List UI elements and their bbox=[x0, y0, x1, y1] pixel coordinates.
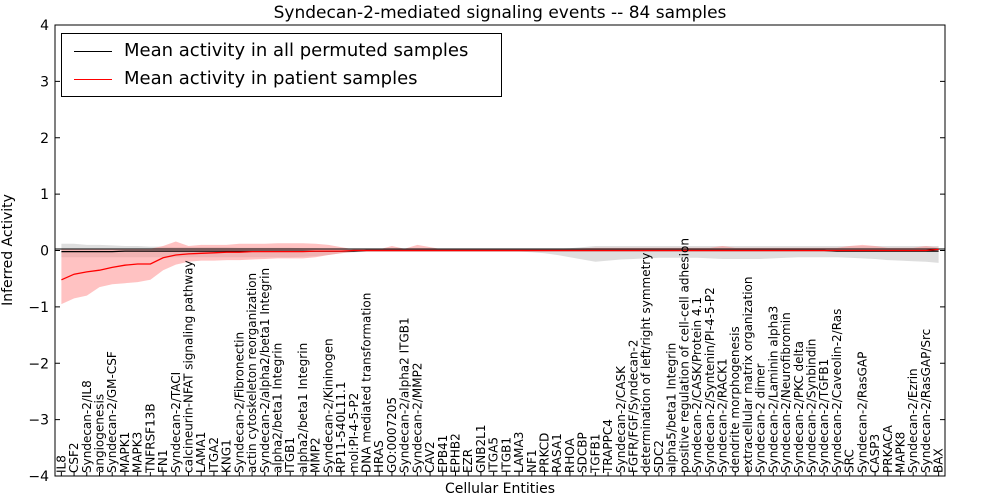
x-tick-label: Syndecan-2/CASK/Protein 4.1 bbox=[690, 297, 704, 473]
x-tick-label: CSF2 bbox=[67, 442, 81, 473]
x-tick-label: alpha2/beta1 Integrin bbox=[296, 343, 310, 473]
x-tick-label: angiogenesis bbox=[93, 394, 107, 473]
x-tick-label: Syndecan-2/Ezrin bbox=[906, 368, 920, 473]
x-tick-label: RP11-540L11.1 bbox=[334, 382, 348, 473]
x-tick-label: Syndecan-2/GM-CSF bbox=[105, 351, 119, 473]
x-tick-label: Syndecan-2 dimer bbox=[754, 363, 768, 473]
x-tick-label: Syndecan-2/Laminin alpha3 bbox=[766, 306, 780, 473]
x-tick-label: dendrite morphogenesis bbox=[728, 326, 742, 473]
x-tick-label: alpha2/beta1 Integrin bbox=[271, 343, 285, 473]
x-tick-label: KNG1 bbox=[220, 439, 234, 473]
x-tick-label: Syndecan-2/RasGAP bbox=[855, 352, 869, 473]
x-tick-label: extracellular matrix organization bbox=[741, 277, 755, 474]
band-patient bbox=[61, 241, 939, 305]
legend-label-permuted: Mean activity in all permuted samples bbox=[124, 40, 469, 61]
chart-title: Syndecan-2-mediated signaling events -- … bbox=[274, 3, 727, 23]
x-tick-label: MAPK3 bbox=[131, 432, 145, 473]
x-tick-label: MMP2 bbox=[309, 437, 323, 473]
y-tick-label: 4 bbox=[40, 18, 49, 34]
x-tick-label: LAMA1 bbox=[194, 432, 208, 473]
x-tick-label: SDC2 bbox=[652, 440, 666, 473]
legend-item-permuted: Mean activity in all permuted samples bbox=[62, 38, 501, 66]
x-tick-label: positive regulation of cell-cell adhesio… bbox=[677, 238, 691, 473]
y-tick-label: −4 bbox=[28, 469, 49, 485]
x-tick-label: TNFRSF13B bbox=[143, 403, 157, 474]
x-tick-label: Syndecan-2/IL8 bbox=[80, 380, 94, 473]
x-tick-label: CAV2 bbox=[423, 441, 437, 473]
x-tick-label: CASP3 bbox=[868, 434, 882, 473]
x-tick-label: LAMA3 bbox=[512, 432, 526, 473]
x-tick-label: NF1 bbox=[525, 449, 539, 473]
y-tick-label: −3 bbox=[28, 413, 49, 429]
x-tick-label: Syndecan-2/Neurofibromin bbox=[779, 312, 793, 473]
x-tick-label: Syndecan-2/RasGAP/Src bbox=[919, 329, 933, 473]
y-axis-label: Inferred Activity bbox=[0, 194, 16, 306]
x-tick-label: TRAPPC4 bbox=[601, 419, 615, 474]
x-tick-label: actin cytoskeleton reorganization bbox=[245, 273, 259, 473]
x-tick-label: EZR bbox=[461, 449, 475, 473]
x-tick-label: FN1 bbox=[156, 449, 170, 473]
y-tick-label: 2 bbox=[40, 131, 49, 147]
x-tick-label: DNA mediated transformation bbox=[360, 293, 374, 473]
x-tick-label: Syndecan-2/RACK1 bbox=[716, 358, 730, 473]
x-tick-label: determination of left/right symmetry bbox=[639, 253, 653, 473]
x-axis-label: Cellular Entities bbox=[445, 481, 555, 497]
x-tick-label: SRC bbox=[843, 449, 857, 473]
x-tick-label: ITGB1 bbox=[283, 437, 297, 473]
x-tick-label: Syndecan-2/Caveolin-2/Ras bbox=[830, 309, 844, 473]
x-tick-label: MAPK1 bbox=[118, 432, 132, 473]
x-tick-label: Syndecan-2/Synbindin bbox=[805, 339, 819, 473]
y-tick-label: 1 bbox=[40, 187, 49, 203]
x-tick-label: Syndecan-2/TGFB1 bbox=[817, 359, 831, 473]
y-tick-label: 0 bbox=[40, 244, 49, 260]
legend-item-patient: Mean activity in patient samples bbox=[62, 66, 501, 94]
x-tick-label: Syndecan-2/PKC delta bbox=[792, 341, 806, 473]
x-tick-label: GNB2L1 bbox=[474, 425, 488, 473]
x-tick-label: Syndecan-2/alpha2/beta1 Integrin bbox=[258, 268, 272, 473]
legend: Mean activity in all permuted samples Me… bbox=[61, 33, 502, 97]
legend-swatch-patient bbox=[74, 79, 112, 80]
x-tick-label: calcineurin-NFAT signaling pathway bbox=[182, 260, 196, 473]
y-tick-label: −1 bbox=[28, 300, 49, 316]
x-tick-label: mol:PI-4-5-P2 bbox=[347, 393, 361, 473]
series-lines bbox=[61, 248, 939, 281]
x-tick-label: PRKACA bbox=[881, 424, 895, 473]
x-tick-label: Syndecan-2/Fibronectin bbox=[232, 332, 246, 473]
legend-swatch-permuted bbox=[74, 51, 112, 52]
legend-label-patient: Mean activity in patient samples bbox=[124, 68, 418, 89]
line-patient bbox=[61, 248, 939, 281]
x-tick-label: Syndecan-2/Syntenin/PI-4-5-P2 bbox=[703, 287, 717, 473]
x-tick-label: IL8 bbox=[54, 455, 68, 473]
x-tick-label: MAPK8 bbox=[894, 432, 908, 473]
x-tick-label: RASA1 bbox=[550, 433, 564, 473]
x-tick-label: EPHB2 bbox=[449, 433, 463, 473]
x-tick-label: Syndecan-2/TACI bbox=[169, 372, 183, 473]
x-tick-label: PRKCD bbox=[538, 433, 552, 473]
x-tick-label: RHOA bbox=[563, 437, 577, 473]
x-tick-label: Syndecan-2/Kininogen bbox=[321, 338, 335, 473]
x-tick-label: BAX bbox=[932, 448, 946, 473]
x-tick-label: ITGA2 bbox=[207, 437, 221, 473]
y-tick-label: −2 bbox=[28, 356, 49, 372]
x-tick-label: EPB41 bbox=[436, 435, 450, 473]
x-tick-label: HRAS bbox=[372, 440, 386, 473]
x-tick-label: TGFB1 bbox=[588, 434, 602, 474]
x-tick-label: Syndecan-2/MMP2 bbox=[410, 363, 424, 473]
x-tick-label: FGFR/FGF/Syndecan-2 bbox=[627, 340, 641, 473]
x-tick-label: alpha5/beta1 Integrin bbox=[665, 343, 679, 473]
x-tick-label: ITGA5 bbox=[487, 437, 501, 473]
x-tick-label: SDCBP bbox=[576, 432, 590, 473]
x-tick-label: Syndecan-2/CASK bbox=[614, 365, 628, 473]
y-tick-label: 3 bbox=[40, 74, 49, 90]
x-axis-ticks: IL8CSF2Syndecan-2/IL8angiogenesisSyndeca… bbox=[54, 238, 946, 476]
x-tick-label: GO:0007205 bbox=[385, 397, 399, 473]
x-tick-label: Syndecan-2/alpha2 ITGB1 bbox=[398, 317, 412, 473]
y-axis-ticks: 4 3 2 1 0 −1 −2 −3 −4 bbox=[28, 18, 945, 485]
x-tick-label: ITGB1 bbox=[499, 437, 513, 473]
